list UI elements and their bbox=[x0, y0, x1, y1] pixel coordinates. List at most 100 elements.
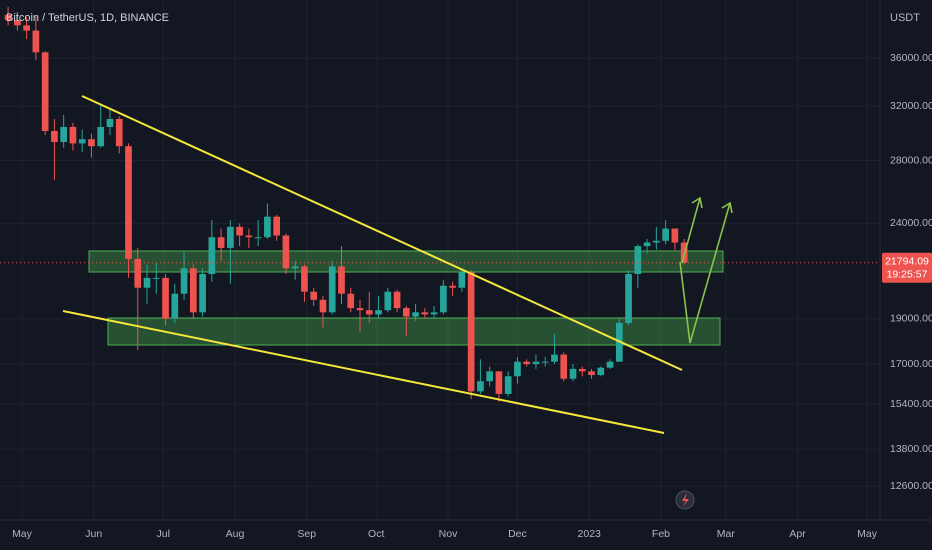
candle-body bbox=[217, 237, 225, 248]
candles bbox=[0, 6, 880, 402]
candle-body bbox=[23, 25, 30, 31]
candle-body bbox=[551, 354, 558, 362]
grid bbox=[0, 0, 880, 520]
alert-icon[interactable] bbox=[675, 490, 695, 510]
currency-label: USDT bbox=[890, 12, 920, 24]
candle-body bbox=[310, 291, 318, 300]
candle-body bbox=[393, 291, 401, 309]
candle-body bbox=[282, 235, 290, 269]
y-tick-label: 32000.00 bbox=[890, 100, 932, 112]
arrowhead bbox=[691, 196, 703, 209]
y-tick-label: 19000.00 bbox=[890, 312, 932, 324]
candle-body bbox=[51, 131, 58, 143]
candle-body bbox=[254, 237, 262, 239]
x-tick-label: May bbox=[12, 528, 33, 540]
x-tick-label: Sep bbox=[297, 528, 316, 540]
candle-body bbox=[495, 371, 503, 394]
y-tick-label: 36000.00 bbox=[890, 52, 932, 64]
candle-body bbox=[60, 126, 68, 143]
x-tick-label: Jun bbox=[85, 528, 102, 540]
y-tick-label: 13800.00 bbox=[890, 443, 932, 455]
candle-body bbox=[514, 361, 521, 377]
candle-body bbox=[125, 146, 132, 259]
candle-body bbox=[97, 126, 105, 147]
candle-body bbox=[569, 368, 577, 379]
candle-body bbox=[319, 299, 327, 313]
candle-body bbox=[597, 367, 605, 376]
chart-title: Bitcoin / TetherUS, 1D, BINANCE bbox=[6, 12, 169, 24]
candle-body bbox=[4, 15, 12, 21]
x-tick-label: Aug bbox=[226, 528, 245, 540]
y-tick-label: 17000.00 bbox=[890, 358, 932, 370]
candle-body bbox=[41, 52, 49, 132]
x-tick-label: Oct bbox=[368, 528, 384, 540]
candle-body bbox=[301, 266, 308, 292]
candle-body bbox=[653, 240, 660, 243]
x-tick-label: Jul bbox=[157, 528, 170, 540]
candle-body bbox=[291, 266, 299, 269]
candle-body bbox=[430, 312, 438, 315]
candle-body bbox=[421, 312, 429, 315]
candle-body bbox=[365, 310, 373, 315]
candle-body bbox=[338, 266, 345, 294]
candle-body bbox=[606, 361, 614, 368]
candle-body bbox=[152, 277, 160, 279]
y-tick-label: 24000.00 bbox=[890, 217, 932, 229]
candle-body bbox=[384, 291, 392, 311]
candle-body bbox=[32, 30, 40, 53]
x-tick-label: May bbox=[857, 528, 878, 540]
last-price-label: 21794.09 bbox=[885, 256, 929, 268]
x-tick-label: Feb bbox=[652, 528, 670, 540]
candle-body bbox=[578, 368, 586, 372]
resistance-zone bbox=[88, 250, 724, 273]
candle-body bbox=[504, 376, 512, 394]
candle-body bbox=[208, 237, 216, 275]
upper-trendline bbox=[81, 95, 683, 371]
candle-body bbox=[115, 118, 123, 147]
last-price-box bbox=[882, 252, 932, 283]
candle-body bbox=[106, 118, 114, 127]
candle-body bbox=[227, 226, 234, 248]
candle-body bbox=[171, 293, 179, 319]
candle-body bbox=[588, 371, 595, 376]
candle-body bbox=[634, 246, 642, 275]
axes: 36000.00 32000.00 28000.00 24000.00 19000.00… bbox=[12, 52, 932, 540]
candle-body bbox=[671, 228, 679, 243]
candle-body bbox=[440, 285, 447, 313]
x-tick-label: Apr bbox=[789, 528, 806, 540]
candle-body bbox=[449, 285, 456, 288]
x-tick-label: Nov bbox=[439, 528, 458, 540]
candle-body bbox=[477, 381, 484, 392]
candle-body bbox=[347, 293, 355, 309]
candle-body bbox=[541, 361, 549, 363]
candle-body bbox=[643, 242, 651, 247]
candle-body bbox=[14, 20, 21, 26]
candle-body bbox=[199, 274, 206, 313]
lower-trendline bbox=[62, 310, 665, 434]
x-tick-label: Mar bbox=[717, 528, 736, 540]
candle-body bbox=[245, 235, 253, 238]
y-tick-label: 12600.00 bbox=[890, 480, 932, 492]
candle-body bbox=[88, 139, 95, 147]
candle-body bbox=[236, 226, 243, 236]
candle-body bbox=[412, 312, 419, 317]
candle-body bbox=[143, 277, 151, 288]
arrow-up-short bbox=[681, 197, 701, 264]
candle-body bbox=[625, 274, 632, 324]
candle-body bbox=[523, 361, 531, 365]
x-tick-label: Dec bbox=[508, 528, 527, 540]
alert-bolt bbox=[682, 493, 689, 507]
candle-body bbox=[162, 277, 169, 319]
candle-body bbox=[273, 216, 280, 236]
x-tick-label: 2023 bbox=[578, 528, 602, 540]
countdown-label: 19:25:57 bbox=[887, 269, 928, 281]
arrowhead bbox=[721, 201, 733, 214]
candle-body bbox=[375, 310, 382, 315]
candle-body bbox=[532, 361, 540, 365]
candle-body bbox=[402, 308, 410, 317]
y-tick-label: 28000.00 bbox=[890, 154, 932, 166]
candle-body bbox=[458, 272, 466, 288]
candle-body bbox=[180, 268, 188, 294]
candle-body bbox=[328, 266, 336, 313]
